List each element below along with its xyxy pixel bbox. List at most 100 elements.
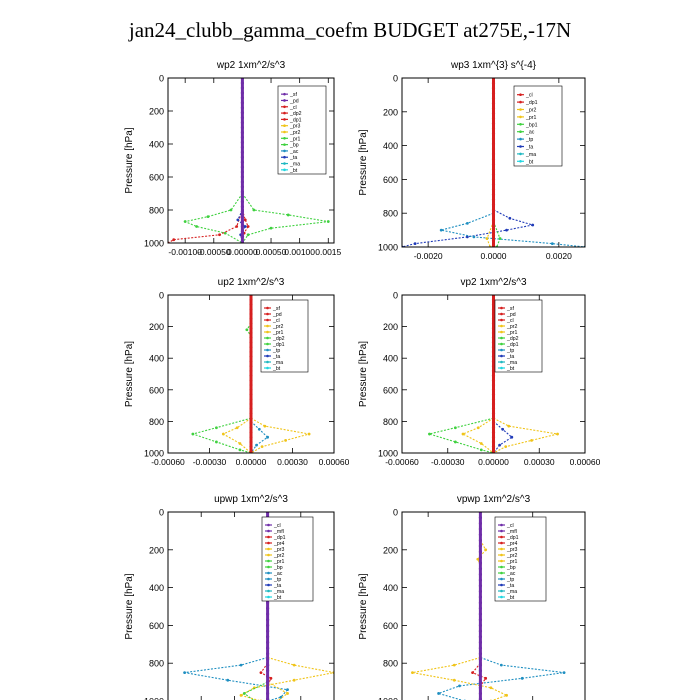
legend-entry-label: _pr3 <box>289 124 300 130</box>
legend-entry-label: _pr1 <box>289 136 300 142</box>
zero-line-marker <box>491 142 496 146</box>
zero-line-marker <box>491 407 496 411</box>
legend-entry-label: _ma <box>506 360 517 366</box>
zero-line-marker <box>478 663 483 667</box>
legend-marker <box>283 162 286 165</box>
series-point <box>326 220 330 223</box>
legend-entry-label: _tp <box>273 577 281 583</box>
chart-title: vpwp 1xm^2/s^3 <box>457 494 531 505</box>
x-tick-label: 0.00030 <box>524 457 555 467</box>
zero-line-marker <box>266 657 270 662</box>
legend-marker <box>266 354 269 358</box>
legend-box <box>277 85 327 175</box>
legend-marker <box>519 145 522 148</box>
series-point <box>229 208 233 212</box>
y-axis-label: Pressure [hPa] <box>124 127 135 193</box>
zero-line-marker <box>491 336 496 340</box>
series-point <box>266 435 269 439</box>
series-point <box>465 235 469 239</box>
zero-line-marker <box>478 652 483 656</box>
zero-line-marker <box>478 686 483 690</box>
y-tick-label: 0 <box>159 291 164 301</box>
zero-line-marker <box>240 150 245 154</box>
x-tick-label: 0.00000 <box>236 457 267 467</box>
legend-entry-label: _pr1 <box>272 330 283 336</box>
series-point <box>215 440 218 444</box>
zero-line-marker <box>266 601 270 605</box>
chart-panel-1: wp2 1xm^2/s^3 Pressure [hPa] 0 200 400 600 800… <box>124 60 342 257</box>
legend-entry-label: _dp1 <box>272 342 285 348</box>
zero-line-marker <box>491 298 496 302</box>
zero-line-marker <box>491 388 496 392</box>
legend-box <box>261 516 314 602</box>
zero-line-marker <box>491 440 496 444</box>
zero-line-marker <box>491 198 496 202</box>
legend-marker <box>519 160 522 163</box>
zero-line-marker <box>249 407 253 411</box>
y-axis-label: Pressure [hPa] <box>358 129 369 195</box>
zero-line-marker <box>478 669 483 673</box>
zero-line-marker <box>240 125 245 130</box>
zero-line-marker <box>249 435 253 439</box>
zero-line-marker <box>491 91 496 95</box>
legend-entry-label: _ac <box>289 149 299 155</box>
x-tick-label: -0.00050 <box>197 247 231 257</box>
series-line-dp1 <box>168 209 243 243</box>
legend-marker <box>500 360 503 364</box>
legend-marker <box>283 99 286 102</box>
zero-line-marker <box>249 449 253 453</box>
y-axis-label: Pressure [hPa] <box>124 341 135 407</box>
series-point <box>238 448 242 452</box>
y-tick-label: 0 <box>393 74 398 84</box>
zero-line-marker <box>240 190 245 194</box>
zero-line-marker <box>266 691 270 696</box>
series-point <box>245 328 249 332</box>
zero-line-marker <box>249 364 253 368</box>
legend-marker <box>283 168 286 172</box>
series-line-dp2 <box>427 417 494 453</box>
series-point <box>439 228 443 232</box>
series-line-ta <box>493 420 513 453</box>
legend-marker <box>283 137 286 140</box>
zero-line-marker <box>478 555 483 559</box>
series-point <box>223 231 227 235</box>
series-point <box>218 233 221 237</box>
zero-line-marker <box>478 674 483 679</box>
series-point <box>292 678 296 682</box>
legend-entry-label: _bt <box>506 595 515 601</box>
zero-line-marker <box>491 416 496 420</box>
series-point <box>195 225 199 228</box>
legend: _cl_dp1 _pr2_pr1_bp1 _ac_tp _ta_ma_bt <box>513 85 563 167</box>
zero-line-marker <box>491 182 496 187</box>
zero-line-marker <box>240 111 245 115</box>
legend-marker <box>266 324 269 328</box>
series-point <box>479 448 483 452</box>
zero-line-marker <box>240 145 245 149</box>
zero-line-marker <box>478 527 483 531</box>
zero-line-marker <box>478 595 483 599</box>
series-point <box>479 442 483 445</box>
zero-line-marker <box>491 167 496 171</box>
zero-line-marker <box>240 200 245 204</box>
series-point <box>242 692 246 695</box>
y-tick-label: 200 <box>149 107 164 117</box>
y-tick-label: 600 <box>149 173 164 183</box>
zero-line-marker <box>491 208 496 212</box>
legend-box <box>513 85 563 167</box>
legend-marker <box>500 547 503 551</box>
y-axis-label: Pressure [hPa] <box>358 341 369 407</box>
legend-entry-label: _ta <box>289 155 297 161</box>
zero-line-marker <box>249 355 253 359</box>
legend-marker <box>500 324 503 328</box>
zero-line-marker <box>240 229 245 234</box>
legend-marker <box>519 130 522 133</box>
series-point <box>286 692 289 695</box>
y-tick-label: 0 <box>159 74 164 84</box>
zero-line-marker <box>266 629 270 633</box>
chart-panel-2: wp3 1xm^{3} s^{-4} Pressure [hPa] 0 200 400 6… <box>358 60 586 261</box>
zero-line-marker <box>491 302 496 307</box>
zero-line-marker <box>491 111 496 116</box>
legend-marker <box>500 354 503 358</box>
legend-entry-label: _bp <box>289 143 299 149</box>
legend-entry-label: _dp2 <box>506 336 519 342</box>
